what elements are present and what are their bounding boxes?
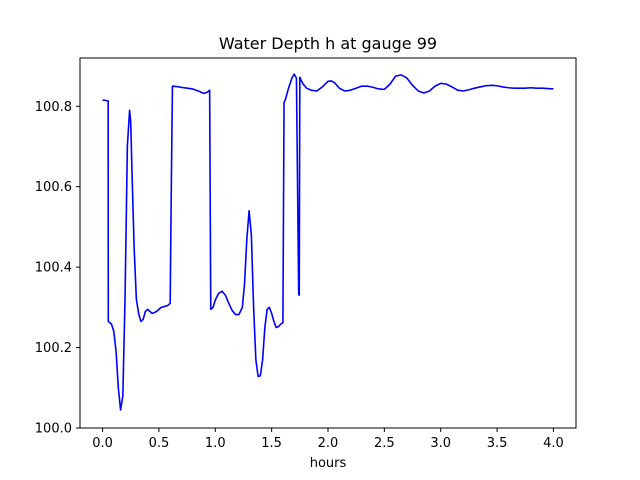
y-tick-label: 100.8	[35, 100, 72, 115]
y-tick-label: 100.6	[35, 180, 72, 195]
x-tick-label: 0.0	[92, 436, 113, 451]
y-tick-label: 100.2	[35, 341, 72, 356]
x-tick-label: 1.5	[261, 436, 282, 451]
x-axis-ticks: 0.0 0.5 1.0 1.5 2.0 2.5 3.0 3.5 4.0	[92, 428, 564, 451]
x-tick-label: 3.5	[487, 436, 508, 451]
x-tick-label: 2.0	[318, 436, 339, 451]
x-axis-label: hours	[310, 456, 347, 471]
x-tick-label: 0.5	[149, 436, 170, 451]
chart-title: Water Depth h at gauge 99	[219, 34, 437, 53]
x-tick-label: 2.5	[374, 436, 395, 451]
y-tick-label: 100.4	[35, 261, 72, 276]
series-line	[102, 73, 554, 411]
y-axis-ticks: 100.0 100.2 100.4 100.6 100.8	[35, 100, 80, 437]
x-tick-label: 1.0	[205, 436, 226, 451]
x-tick-label: 4.0	[543, 436, 564, 451]
y-tick-label: 100.0	[35, 422, 72, 437]
x-tick-label: 3.0	[430, 436, 451, 451]
